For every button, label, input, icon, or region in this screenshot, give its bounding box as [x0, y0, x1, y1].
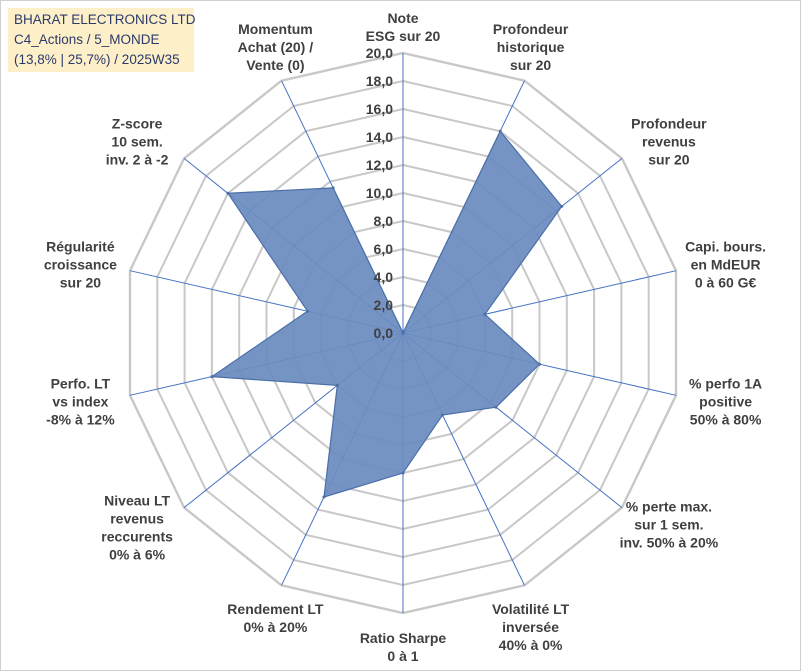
- chart-title-box: BHARAT ELECTRONICS LTD C4_Actions / 5_MO…: [8, 8, 196, 72]
- category-label: Perfo. LT vs index -8% à 12%: [46, 375, 115, 427]
- series-point: [498, 129, 502, 133]
- category-label: Profondeur historique sur 20: [493, 21, 569, 73]
- tick-label: 12,0: [366, 157, 393, 173]
- tick-label: 2,0: [374, 297, 394, 313]
- category-label: Rendement LT 0% à 20%: [227, 601, 324, 635]
- category-label: Volatilité LT inversée 40% à 0%: [492, 601, 570, 653]
- series-point: [226, 191, 230, 195]
- series-point: [560, 204, 564, 208]
- category-label: % perfo 1A positive 50% à 80%: [689, 375, 762, 427]
- tick-label: 6,0: [374, 241, 394, 257]
- series-point: [210, 375, 214, 379]
- title-line-1: BHARAT ELECTRONICS LTD: [14, 12, 196, 27]
- series-point: [322, 495, 326, 499]
- category-label: Note ESG sur 20: [366, 10, 441, 44]
- series-point: [401, 471, 405, 475]
- series-point: [441, 413, 444, 417]
- category-label: Ratio Sharpe 0 à 1: [360, 630, 447, 664]
- series-point: [306, 309, 309, 313]
- series-point: [401, 331, 405, 335]
- tick-label: 4,0: [374, 269, 394, 285]
- tick-label: 8,0: [374, 213, 394, 229]
- tick-label: 14,0: [366, 129, 393, 145]
- category-label: Régularité croissance sur 20: [44, 239, 117, 291]
- title-line-3: (13,8% | 25,7%) / 2025W35: [14, 52, 180, 67]
- series-point: [335, 383, 339, 387]
- category-label: % perte max. sur 1 sem. inv. 50% à 20%: [620, 499, 719, 551]
- tick-label: 10,0: [366, 185, 393, 201]
- series-point: [331, 186, 335, 190]
- tick-label: 18,0: [366, 73, 393, 89]
- series-point: [538, 362, 541, 366]
- category-label: Profondeur revenus sur 20: [631, 115, 707, 167]
- category-label: Momentum Achat (20) / Vente (0): [238, 21, 314, 73]
- tick-label: 0,0: [374, 325, 394, 341]
- series-point: [483, 312, 487, 316]
- tick-label: 20,0: [366, 45, 393, 61]
- category-label: Niveau LT revenus reccurents 0% à 6%: [101, 493, 173, 563]
- series-point: [494, 405, 498, 409]
- category-label: Capi. bours. en MdEUR 0 à 60 G€: [685, 239, 766, 291]
- radar-tick-labels: 0,0 2,0 4,0 6,0 8,0 10,0 12,0 14,0 16,0 18,0 20,0: [366, 45, 393, 341]
- radar-category-labels: Note ESG sur 20 Profondeur historique sur 20…: [44, 10, 766, 664]
- tick-label: 16,0: [366, 101, 393, 117]
- title-line-2: C4_Actions / 5_MONDE: [14, 32, 160, 47]
- category-label: Z-score 10 sem. inv. 2 à -2: [106, 115, 169, 167]
- radar-series: [210, 129, 564, 499]
